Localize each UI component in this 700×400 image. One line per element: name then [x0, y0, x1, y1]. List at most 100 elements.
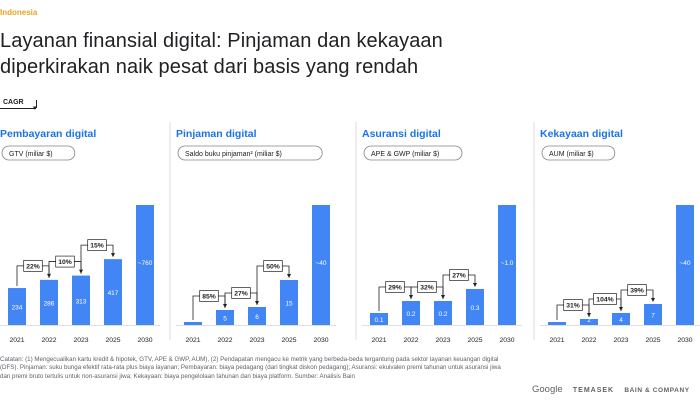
panel-1-value-label-2030: ~760: [138, 260, 153, 267]
panel-1-value-label-2021: 234: [12, 305, 23, 312]
panel-2-bar-2025: [280, 280, 298, 325]
panel-4-bar-2021: [548, 322, 566, 325]
panel-4-bar-2022: [580, 319, 598, 325]
panel-2-value-label-2023: 6: [255, 314, 259, 321]
panel-3-title: Asuransi digital: [362, 128, 441, 140]
panel-1-year-2023: 2023: [73, 337, 88, 344]
panel-2-year-2030: 2030: [313, 337, 328, 344]
panel-3-bar-2030: [498, 205, 516, 325]
panel-3-cagr-box-2: [417, 281, 437, 293]
panel-3-value-label-2021: 0.1: [374, 317, 383, 324]
panel-4-bar-2023: [612, 313, 630, 325]
panel-1-cagr-label-1: 22%: [26, 263, 40, 270]
panel-1-cagr-box-1: [23, 259, 43, 272]
panel-2-value-label-2021: 1: [191, 317, 195, 324]
panel-1-year-2030: 2030: [137, 337, 152, 344]
panel-4-unit-pill: [541, 145, 616, 161]
panel-1-value-label-2022: 286: [44, 300, 55, 307]
panel-3-unit-pill: [363, 145, 463, 161]
panel-1-year-2021: 2021: [9, 337, 24, 344]
panel-3-bar-2023: [434, 301, 452, 325]
panel-2-value-label-2022: 5: [223, 316, 227, 323]
panel-1-bar-2021: [8, 288, 26, 325]
panel-2-unit-label: Saldo buku pinjaman² (miliar $): [185, 151, 282, 158]
bain-logo: BAIN & COMPANY: [624, 387, 690, 394]
panel-2-cagr-box-1: [199, 290, 219, 302]
panel-1-bar-2030: [136, 205, 154, 325]
panel-4-cagr-label-3: 39%: [630, 288, 644, 295]
panel-3-bar-2021: [370, 313, 388, 325]
panel-2-bar-2021: [184, 322, 202, 325]
panel-2-year-2023: 2023: [249, 337, 264, 344]
panel-2-year-2025: 2025: [281, 337, 296, 344]
panel-2-title: Pinjaman digital: [176, 128, 257, 140]
panel-3-cagr-box-1: [385, 281, 405, 293]
panel-4-value-label-2021: 1: [555, 317, 559, 324]
panel-4-value-label-2023: 4: [619, 317, 623, 324]
panel-2-cagr-label-2: 27%: [234, 291, 248, 298]
panel-1-bar-2022: [40, 279, 58, 325]
cagr-legend-tick: [36, 100, 37, 108]
panel-2-cagr-box-3: [263, 260, 283, 272]
temasek-logo: TEMASEK: [572, 387, 615, 394]
panel-3-value-label-2023: 0.2: [438, 311, 447, 318]
region-tag: Indonesia: [0, 8, 38, 17]
panel-3-bar-2025: [466, 289, 484, 325]
footnotes: Catatan: (1) Mengecualikan kartu kredit …: [0, 356, 501, 380]
panel-4-title: Kekayaan digital: [540, 128, 623, 140]
panel-2-unit-pill: [177, 145, 323, 161]
title-line-2: diperkirakan naik pesat dari basis yang …: [0, 56, 419, 78]
page-title: Layanan finansial digital: Pinjaman dan …: [0, 28, 680, 80]
panel-1-cagr-label-3: 15%: [90, 243, 104, 250]
panel-3-value-label-2022: 0.2: [406, 311, 415, 318]
cagr-legend-arrow-icon: ▾: [33, 105, 37, 112]
panel-4-value-label-2030: ~40: [679, 260, 690, 267]
cagr-legend-line: [0, 108, 36, 109]
panel-3-bar-2022: [402, 301, 420, 325]
panel-1-bar-2025: [104, 259, 122, 325]
panel-2-value-label-2030: ~40: [315, 260, 326, 267]
panel-3-cagr-box-3: [449, 269, 469, 281]
panel-3-cagr-arrow-icon-3: [473, 283, 477, 287]
panel-1-unit-pill: [1, 145, 76, 161]
panel-4-cagr-arrow-icon-3: [651, 298, 655, 302]
panel-1-cagr-box-3: [87, 239, 107, 252]
panel-2-bar-2022: [216, 310, 234, 325]
panel-3-year-2023: 2023: [435, 337, 450, 344]
panel-4-year-2023: 2023: [613, 337, 628, 344]
panel-3-value-label-2025: 0.3: [470, 305, 479, 312]
panel-3-year-2021: 2021: [371, 337, 386, 344]
panel-3-value-label-2030: ~1.0: [501, 260, 514, 267]
panel-4-value-label-2022: 2: [587, 317, 591, 324]
panel-3-cagr-label-1: 29%: [388, 285, 402, 292]
panel-1-value-label-2025: 417: [108, 290, 119, 297]
panel-2-bar-2030: [312, 205, 330, 325]
panel-2-cagr-box-2: [231, 287, 251, 299]
panel-2-cagr-arrow-icon-3: [287, 274, 291, 278]
google-logo: Google: [532, 384, 563, 395]
panel-4-unit-label: AUM (miliar $): [549, 151, 594, 158]
panel-1-value-label-2023: 313: [76, 298, 87, 305]
panel-4-year-2025: 2025: [645, 337, 660, 344]
title-line-1: Layanan finansial digital: Pinjaman dan …: [0, 30, 443, 52]
panel-4-cagr-box-2: [593, 293, 617, 305]
panel-1-year-2022: 2022: [41, 337, 56, 344]
panel-1-unit-label: GTV (miliar $): [9, 151, 53, 158]
panel-2-cagr-label-3: 50%: [266, 264, 280, 271]
panel-3-year-2030: 2030: [499, 337, 514, 344]
panel-4-bar-2025: [644, 304, 662, 325]
logo-strip: Google TEMASEK BAIN & COMPANY: [532, 384, 698, 395]
panel-3-cagr-label-3: 27%: [452, 273, 466, 280]
panel-4-value-label-2025: 7: [651, 313, 655, 320]
panel-4-bar-2030: [676, 205, 694, 325]
panel-4-year-2021: 2021: [549, 337, 564, 344]
panel-3-unit-label: APE & GWP (miliar $): [371, 151, 439, 158]
panel-2-year-2021: 2021: [185, 337, 200, 344]
panel-1-title: Pembayaran digital: [0, 128, 96, 140]
panel-4-cagr-box-1: [563, 299, 583, 311]
panel-3-year-2025: 2025: [467, 337, 482, 344]
panel-2-cagr-label-1: 85%: [202, 294, 216, 301]
panel-4-cagr-box-3: [627, 284, 647, 296]
cagr-legend-label: CAGR: [3, 99, 24, 106]
panel-1-cagr-box-2: [55, 255, 75, 268]
